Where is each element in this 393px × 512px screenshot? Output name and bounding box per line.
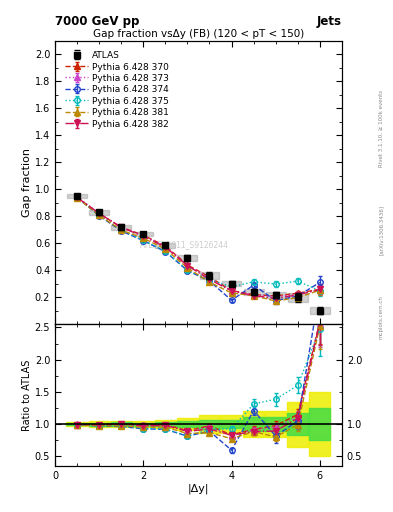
Y-axis label: Ratio to ATLAS: Ratio to ATLAS [22, 359, 32, 431]
Y-axis label: Gap fraction: Gap fraction [22, 148, 32, 217]
Bar [66, 422, 88, 426]
Bar [155, 422, 176, 426]
Bar [133, 421, 154, 427]
Bar [156, 243, 175, 248]
Bar [178, 255, 197, 261]
Bar [309, 392, 331, 456]
Text: mcplots.cern.ch: mcplots.cern.ch [379, 295, 384, 339]
Bar [66, 423, 88, 425]
Legend: ATLAS, Pythia 6.428 370, Pythia 6.428 373, Pythia 6.428 374, Pythia 6.428 375, P: ATLAS, Pythia 6.428 370, Pythia 6.428 37… [65, 51, 169, 129]
Bar [287, 401, 309, 446]
Bar [133, 422, 154, 425]
Bar [133, 232, 153, 236]
Bar [200, 272, 219, 279]
Bar [89, 209, 109, 215]
Bar [265, 417, 286, 431]
Bar [111, 225, 131, 230]
Text: 7000 GeV pp: 7000 GeV pp [55, 15, 140, 28]
Bar [288, 292, 308, 302]
Text: [arXiv:1306.3436]: [arXiv:1306.3436] [379, 205, 384, 255]
Bar [266, 292, 286, 298]
Title: Gap fraction vsΔy (FB) (120 < pT < 150): Gap fraction vsΔy (FB) (120 < pT < 150) [93, 29, 304, 39]
Bar [287, 413, 309, 435]
Bar [155, 420, 176, 428]
Bar [177, 421, 198, 427]
X-axis label: |Δy|: |Δy| [188, 483, 209, 494]
Bar [177, 418, 198, 430]
Bar [67, 195, 87, 198]
Bar [243, 411, 264, 437]
Bar [88, 422, 110, 425]
Bar [243, 417, 264, 431]
Bar [221, 415, 242, 433]
Bar [199, 420, 220, 429]
Text: Rivet 3.1.10, ≥ 100k events: Rivet 3.1.10, ≥ 100k events [379, 90, 384, 166]
Bar [265, 411, 286, 437]
Bar [244, 289, 264, 295]
Bar [111, 422, 132, 425]
Bar [221, 420, 242, 429]
Text: Jets: Jets [317, 15, 342, 28]
Bar [310, 307, 330, 314]
Bar [199, 415, 220, 433]
Text: ATLAS_2011_S9126244: ATLAS_2011_S9126244 [140, 241, 229, 249]
Bar [111, 421, 132, 428]
Bar [309, 408, 331, 440]
Bar [88, 421, 110, 427]
Bar [222, 281, 242, 287]
